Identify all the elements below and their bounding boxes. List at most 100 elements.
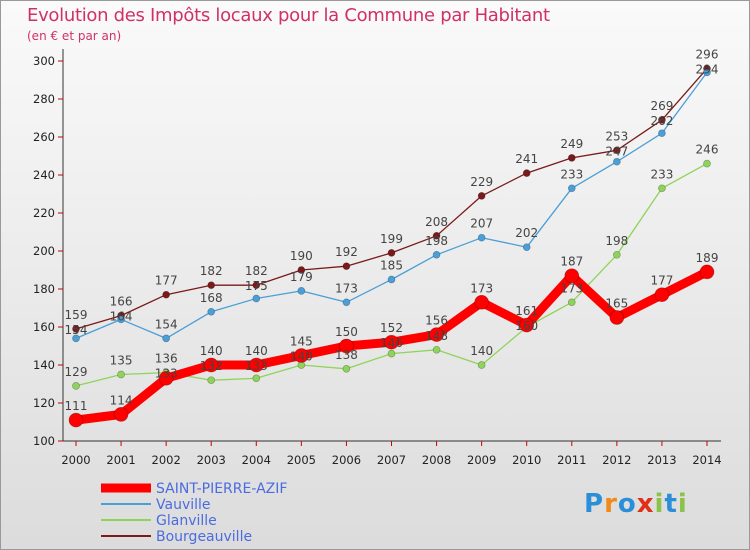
logo-letter: i: [677, 489, 688, 519]
data-label: 253: [605, 129, 628, 143]
data-label: 185: [380, 259, 403, 273]
data-label: 207: [470, 217, 493, 231]
x-tick-label: 2001: [106, 453, 135, 467]
data-point: [658, 129, 666, 138]
y-tick-label: 220: [33, 206, 55, 220]
data-label: 173: [335, 281, 358, 295]
data-label: 159: [65, 308, 88, 322]
x-tick-label: 2007: [377, 453, 406, 467]
x-tick-label: 2005: [287, 453, 316, 467]
data-point: [207, 281, 216, 290]
data-point: [477, 361, 486, 369]
series-line-bourgeauville: [75, 68, 708, 330]
data-label: 198: [425, 234, 448, 248]
data-label: 166: [110, 295, 133, 309]
data-label: 145: [290, 335, 313, 349]
data-point: [432, 250, 441, 259]
data-point: [162, 334, 170, 343]
y-tick-label: 300: [33, 54, 55, 68]
data-label: 192: [335, 245, 358, 259]
data-point: [342, 262, 351, 271]
data-label: 233: [560, 167, 583, 181]
data-point: [703, 68, 711, 77]
data-point: [297, 287, 306, 295]
data-point: [609, 310, 625, 325]
y-tick-label: 260: [33, 130, 55, 144]
data-label: 140: [200, 344, 223, 358]
data-point: [384, 334, 399, 350]
data-label: 294: [696, 63, 719, 77]
data-point: [387, 249, 396, 257]
data-point: [522, 243, 531, 252]
data-label: 208: [425, 215, 448, 229]
data-label: 199: [380, 232, 403, 246]
data-label: 135: [110, 354, 133, 368]
data-point: [158, 370, 174, 386]
y-tick-label: 280: [33, 92, 55, 106]
data-label: 189: [696, 251, 719, 265]
y-tick-label: 120: [33, 396, 55, 410]
x-tick-label: 2013: [647, 453, 676, 467]
logo-letter: o: [617, 489, 637, 519]
data-label: 182: [245, 264, 268, 278]
data-point: [207, 307, 216, 316]
data-point: [252, 281, 261, 290]
x-tick-label: 2011: [557, 453, 586, 467]
data-label: 164: [110, 310, 133, 324]
data-point: [613, 250, 621, 259]
logo-letter: r: [604, 489, 618, 519]
data-point: [68, 412, 84, 428]
data-label: 190: [290, 249, 313, 263]
data-point: [429, 327, 444, 342]
data-label: 229: [470, 175, 493, 189]
data-point: [567, 298, 576, 307]
data-point: [342, 364, 351, 373]
x-tick-label: 2004: [242, 453, 271, 467]
data-point: [294, 348, 309, 363]
data-label: 269: [650, 99, 673, 113]
chart-subtitle: (en € et par an): [27, 29, 122, 43]
data-label: 150: [335, 325, 358, 339]
data-label: 165: [605, 297, 628, 311]
data-label: 140: [470, 344, 493, 358]
data-label: 132: [200, 359, 223, 373]
data-label: 202: [515, 226, 538, 240]
data-label: 177: [155, 274, 178, 288]
data-label: 296: [696, 48, 719, 62]
data-label: 175: [245, 279, 268, 293]
data-point: [72, 334, 80, 343]
data-label: 246: [696, 143, 719, 157]
x-tick-label: 2009: [467, 453, 496, 467]
x-tick-label: 2012: [602, 453, 631, 467]
legend-label: Glanville: [156, 513, 217, 529]
data-label: 154: [155, 317, 178, 331]
data-point: [252, 294, 261, 303]
logo-letter: x: [636, 489, 655, 519]
data-point: [207, 376, 216, 385]
data-point: [703, 159, 711, 168]
data-label: 154: [65, 323, 88, 337]
data-point: [567, 184, 576, 193]
data-label: 133: [155, 367, 178, 381]
data-point: [113, 407, 129, 422]
legend-label: SAINT-PIERRE-AZIF: [156, 481, 287, 497]
data-point: [387, 349, 396, 358]
x-tick-label: 2010: [512, 453, 541, 467]
data-label: 138: [335, 348, 358, 362]
y-tick-label: 140: [33, 358, 55, 372]
x-tick-label: 2014: [692, 453, 721, 467]
data-label: 161: [515, 304, 538, 318]
data-label: 140: [245, 344, 268, 358]
logo-letter: t: [664, 489, 678, 519]
data-label: 247: [605, 144, 628, 158]
logo-letter: P: [584, 489, 605, 519]
data-label: 156: [425, 314, 448, 328]
y-tick-label: 240: [33, 168, 55, 182]
x-tick-label: 2003: [197, 453, 226, 467]
data-point: [72, 382, 80, 390]
data-point: [658, 116, 666, 124]
data-point: [567, 154, 576, 162]
y-tick-label: 160: [33, 320, 55, 334]
data-point: [474, 294, 489, 310]
